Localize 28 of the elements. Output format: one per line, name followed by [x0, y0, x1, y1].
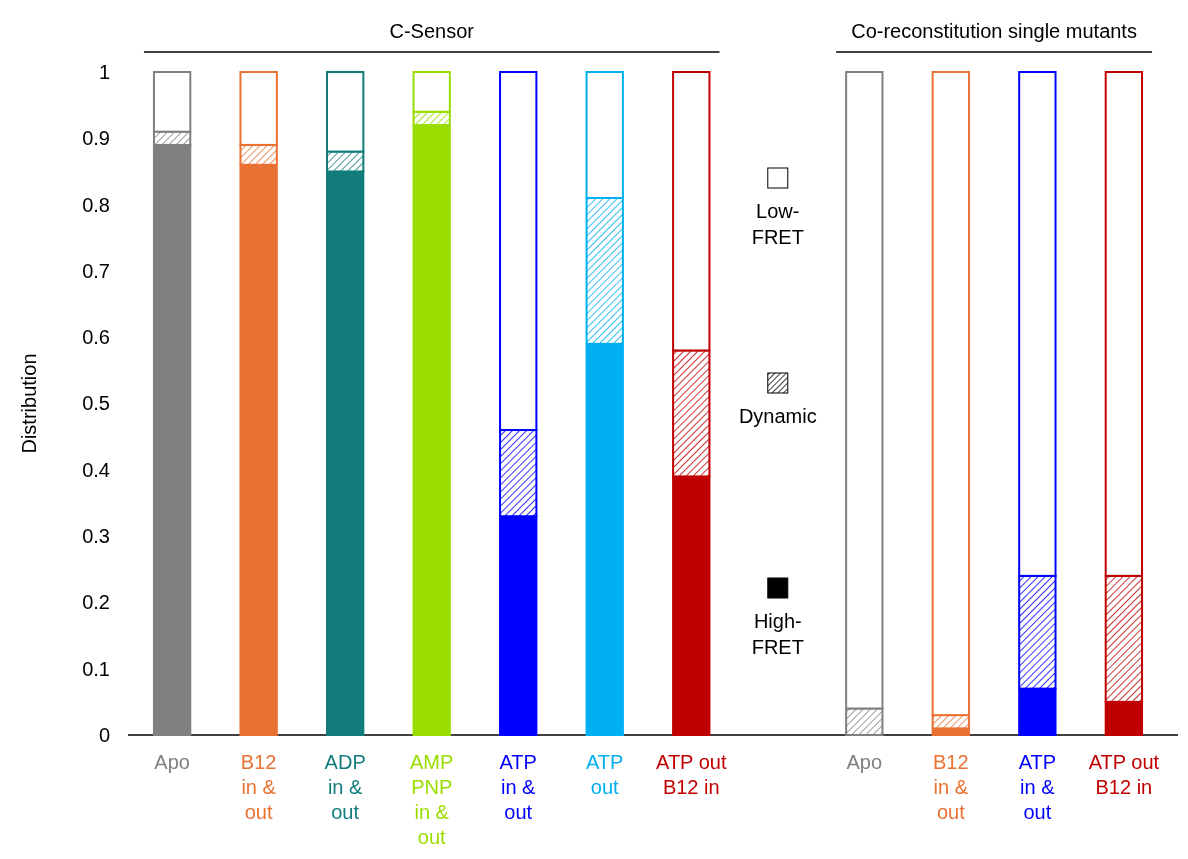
x-tick-label: ADP in & out — [324, 751, 366, 823]
y-tick-label: 0.6 — [82, 326, 110, 349]
y-tick-label: 1 — [98, 60, 110, 83]
x-tick-label: Apo — [846, 751, 883, 773]
x-tick-label: ATP out — [586, 751, 624, 798]
x-tick-label: Apo — [154, 751, 190, 773]
x-tick-label: ATP in & out — [1018, 751, 1057, 823]
x-tick-label: AMP PNP in & out — [410, 751, 454, 848]
x-tick-label: ATP out B12 in — [656, 751, 727, 798]
series-label: Dynamic — [738, 405, 817, 427]
y-tick-label: 0.5 — [82, 392, 110, 415]
y-tick-label: 0.9 — [82, 127, 110, 150]
y-tick-label: 0 — [98, 723, 110, 746]
text: Co-reconstitution single mutants — [851, 20, 1137, 42]
text: Low- FRET — [751, 200, 804, 248]
y-tick-label: 0.1 — [82, 657, 110, 680]
y-tick-label: 0.2 — [82, 591, 110, 614]
x-tick-label: ATP in & out — [499, 751, 537, 823]
text: High- FRET — [751, 610, 804, 658]
x-tick-label: B12 in & out — [240, 751, 277, 823]
y-tick-label: 0.3 — [82, 525, 110, 547]
y-tick-label: 0.4 — [82, 458, 110, 481]
x-tick-label: ATP out B12 in — [1088, 751, 1160, 798]
y-tick-label: 0.7 — [82, 259, 110, 282]
x-tick-label: B12 in & out — [933, 751, 969, 823]
text: C-Sensor — [389, 20, 475, 42]
y-axis-title: Distribution — [18, 353, 40, 454]
y-tick-label: 0.8 — [82, 193, 110, 216]
